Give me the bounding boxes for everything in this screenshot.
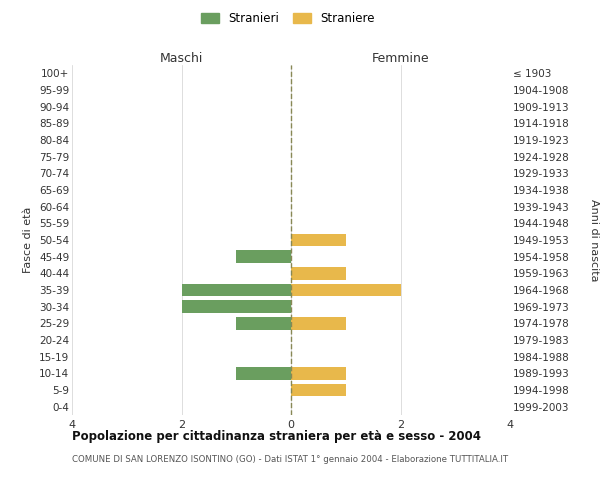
Text: COMUNE DI SAN LORENZO ISONTINO (GO) - Dati ISTAT 1° gennaio 2004 - Elaborazione : COMUNE DI SAN LORENZO ISONTINO (GO) - Da… xyxy=(72,455,508,464)
Bar xyxy=(291,367,346,380)
Text: Femmine: Femmine xyxy=(371,52,430,65)
Bar xyxy=(291,284,401,296)
Text: Popolazione per cittadinanza straniera per età e sesso - 2004: Popolazione per cittadinanza straniera p… xyxy=(72,430,481,443)
Bar xyxy=(291,267,346,280)
Bar xyxy=(236,250,291,263)
Legend: Stranieri, Straniere: Stranieri, Straniere xyxy=(197,8,379,28)
Bar xyxy=(291,317,346,330)
Y-axis label: Fasce di età: Fasce di età xyxy=(23,207,34,273)
Bar xyxy=(291,384,346,396)
Bar xyxy=(236,367,291,380)
Bar xyxy=(182,300,291,313)
Text: Maschi: Maschi xyxy=(160,52,203,65)
Bar xyxy=(236,317,291,330)
Bar xyxy=(291,234,346,246)
Y-axis label: Anni di nascita: Anni di nascita xyxy=(589,198,599,281)
Bar xyxy=(182,284,291,296)
